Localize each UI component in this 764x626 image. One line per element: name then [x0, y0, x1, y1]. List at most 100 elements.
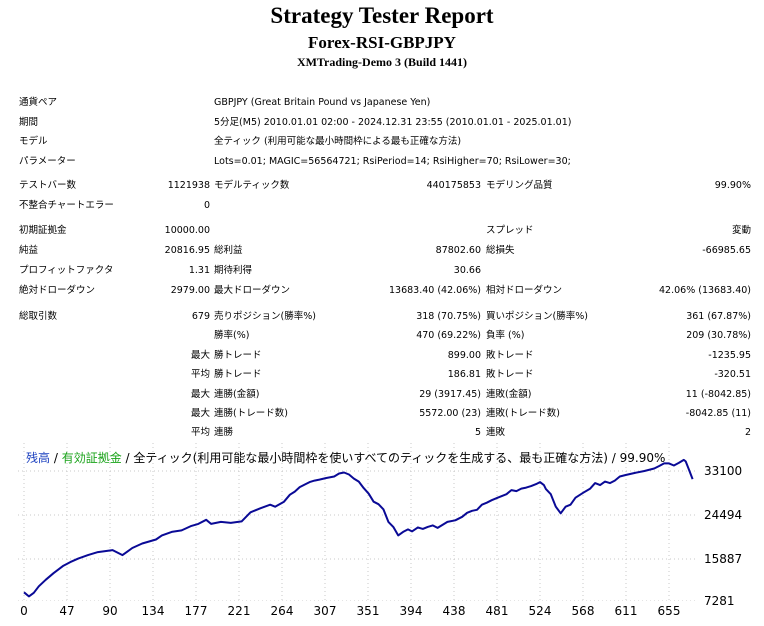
x-tick-label: 47 — [59, 604, 75, 618]
x-tick-label: 134 — [141, 604, 165, 618]
spread-label: スプレッド — [486, 225, 534, 236]
x-tick-label: 90 — [102, 604, 118, 618]
win-rate-label: 勝率(%) — [214, 330, 250, 341]
max-drawdown-value: 13683.40 (42.06%) — [389, 285, 481, 296]
x-tick-label: 524 — [528, 604, 552, 618]
largest-label-2: 最大 — [190, 389, 210, 400]
quality-value: 99.90% — [714, 180, 751, 191]
net-profit-label: 純益 — [19, 245, 39, 256]
params-value: Lots=0.01; MAGIC=56564721; RsiPeriod=14;… — [214, 156, 571, 167]
win-rate-value: 470 (69.22%) — [416, 330, 481, 341]
gross-loss-label: 総損失 — [486, 245, 515, 256]
period-label: 期間 — [19, 117, 39, 128]
x-tick-label: 481 — [485, 604, 509, 618]
absolute-drawdown-label: 絶対ドローダウン — [19, 285, 96, 296]
quality-label: モデリング品質 — [486, 180, 553, 191]
long-positions-label: 買いポジション(勝率%) — [486, 311, 588, 322]
balance-line — [23, 458, 694, 598]
x-tick-label: 264 — [270, 604, 294, 618]
balance-chart: 残高 / 有効証拠金 / 全ティック(利用可能な最小時間枠を使いすべてのティック… — [18, 443, 745, 601]
relative-drawdown-label: 相対ドローダウン — [486, 285, 563, 296]
legend-separator: / — [50, 451, 62, 465]
x-tick-label: 438 — [442, 604, 466, 618]
symbol-value: GBPJPY (Great Britain Pound vs Japanese … — [214, 97, 431, 108]
short-positions-label: 売りポジション(勝率%) — [214, 311, 316, 322]
total-trades-label: 総取引数 — [19, 311, 58, 322]
expected-payoff-value: 30.66 — [453, 265, 481, 276]
average-win-value: 186.81 — [447, 369, 481, 380]
ticks-label: モデルティック数 — [214, 180, 290, 191]
chart-legend: 残高 / 有効証拠金 / 全ティック(利用可能な最小時間枠を使いすべてのティック… — [26, 449, 665, 466]
server-build: XMTrading-Demo 3 (Build 1441) — [296, 55, 468, 69]
gross-loss-value: -66985.65 — [702, 245, 751, 256]
largest-label-3: 最大 — [190, 408, 210, 419]
average-loss-value: -320.51 — [714, 369, 751, 380]
legend-equity: 有効証拠金 — [61, 451, 122, 465]
spread-value: 変動 — [731, 225, 751, 236]
errors-label: 不整合チャートエラー — [19, 200, 114, 211]
average-consecutive-losses-value: 2 — [744, 427, 751, 438]
max-consecutive-wins-count-value: 5572.00 (23) — [419, 408, 481, 419]
x-tick-label: 177 — [184, 604, 208, 618]
bars-value: 1121938 — [167, 180, 210, 191]
gross-profit-label: 総利益 — [214, 245, 243, 256]
largest-loss-value: -1235.95 — [708, 350, 751, 361]
x-tick-label: 0 — [20, 604, 28, 618]
gross-profit-value: 87802.60 — [435, 245, 481, 256]
model-value: 全ティック (利用可能な最小時間枠による最も正確な方法) — [214, 136, 462, 147]
symbol-label: 通貨ペア — [19, 97, 58, 108]
largest-loss-label: 敗トレード — [486, 350, 534, 361]
legend-balance: 残高 — [26, 451, 51, 465]
model-label: モデル — [19, 136, 48, 147]
period-value: 5分足(M5) 2010.01.01 02:00 - 2024.12.31 23… — [214, 117, 572, 128]
max-consecutive-losses-amount-value: 11 (-8042.85) — [685, 389, 751, 400]
deposit-label: 初期証拠金 — [19, 225, 67, 236]
x-tick-label: 307 — [313, 604, 337, 618]
x-tick-label: 221 — [227, 604, 251, 618]
profit-factor-label: プロフィットファクタ — [19, 265, 114, 276]
y-tick-label: 7281 — [704, 594, 735, 608]
y-tick-label: 15887 — [704, 552, 743, 566]
average-label: 平均 — [190, 369, 210, 380]
x-tick-label: 655 — [657, 604, 681, 618]
bars-label: テストバー数 — [19, 180, 77, 191]
average-label-2: 平均 — [190, 427, 210, 438]
report-title: Strategy Tester Report — [270, 3, 494, 28]
chart-plot — [18, 443, 698, 601]
average-consecutive-wins-value: 5 — [474, 427, 481, 438]
net-profit-value: 20816.95 — [164, 245, 210, 256]
largest-win-label: 勝トレード — [214, 350, 262, 361]
average-consecutive-wins-label: 連勝 — [214, 427, 234, 438]
params-label: パラメーター — [19, 156, 76, 167]
largest-label: 最大 — [190, 350, 210, 361]
max-consecutive-losses-amount-label: 連敗(金額) — [486, 389, 532, 400]
absolute-drawdown-value: 2979.00 — [170, 285, 210, 296]
long-positions-value: 361 (67.87%) — [686, 311, 751, 322]
legend-description: / 全ティック(利用可能な最小時間枠を使いすべてのティックを生成する、最も正確な… — [121, 451, 666, 465]
max-drawdown-label: 最大ドローダウン — [214, 285, 291, 296]
x-tick-label: 611 — [614, 604, 638, 618]
x-tick-label: 351 — [356, 604, 380, 618]
expected-payoff-label: 期待利得 — [214, 265, 253, 276]
y-tick-label: 33100 — [704, 464, 743, 478]
max-consecutive-wins-amount-label: 連勝(金額) — [214, 389, 260, 400]
profit-factor-value: 1.31 — [188, 265, 210, 276]
max-consecutive-wins-amount-value: 29 (3917.45) — [419, 389, 481, 400]
largest-win-value: 899.00 — [447, 350, 481, 361]
average-consecutive-losses-label: 連敗 — [486, 427, 506, 438]
average-win-label: 勝トレード — [214, 369, 262, 380]
average-loss-label: 敗トレード — [486, 369, 534, 380]
loss-rate-value: 209 (30.78%) — [686, 330, 751, 341]
short-positions-value: 318 (70.75%) — [416, 311, 481, 322]
loss-rate-label: 負率 (%) — [486, 330, 525, 341]
deposit-value: 10000.00 — [164, 225, 210, 236]
expert-name: Forex-RSI-GBPJPY — [308, 33, 456, 52]
y-tick-label: 24494 — [704, 508, 743, 522]
max-consecutive-losses-count-label: 連敗(トレード数) — [486, 408, 560, 419]
max-consecutive-wins-count-label: 連勝(トレード数) — [214, 408, 288, 419]
total-trades-value: 679 — [191, 311, 210, 322]
x-tick-label: 568 — [571, 604, 595, 618]
max-consecutive-losses-count-value: -8042.85 (11) — [685, 408, 751, 419]
ticks-value: 440175853 — [426, 180, 481, 191]
x-tick-label: 394 — [399, 604, 423, 618]
